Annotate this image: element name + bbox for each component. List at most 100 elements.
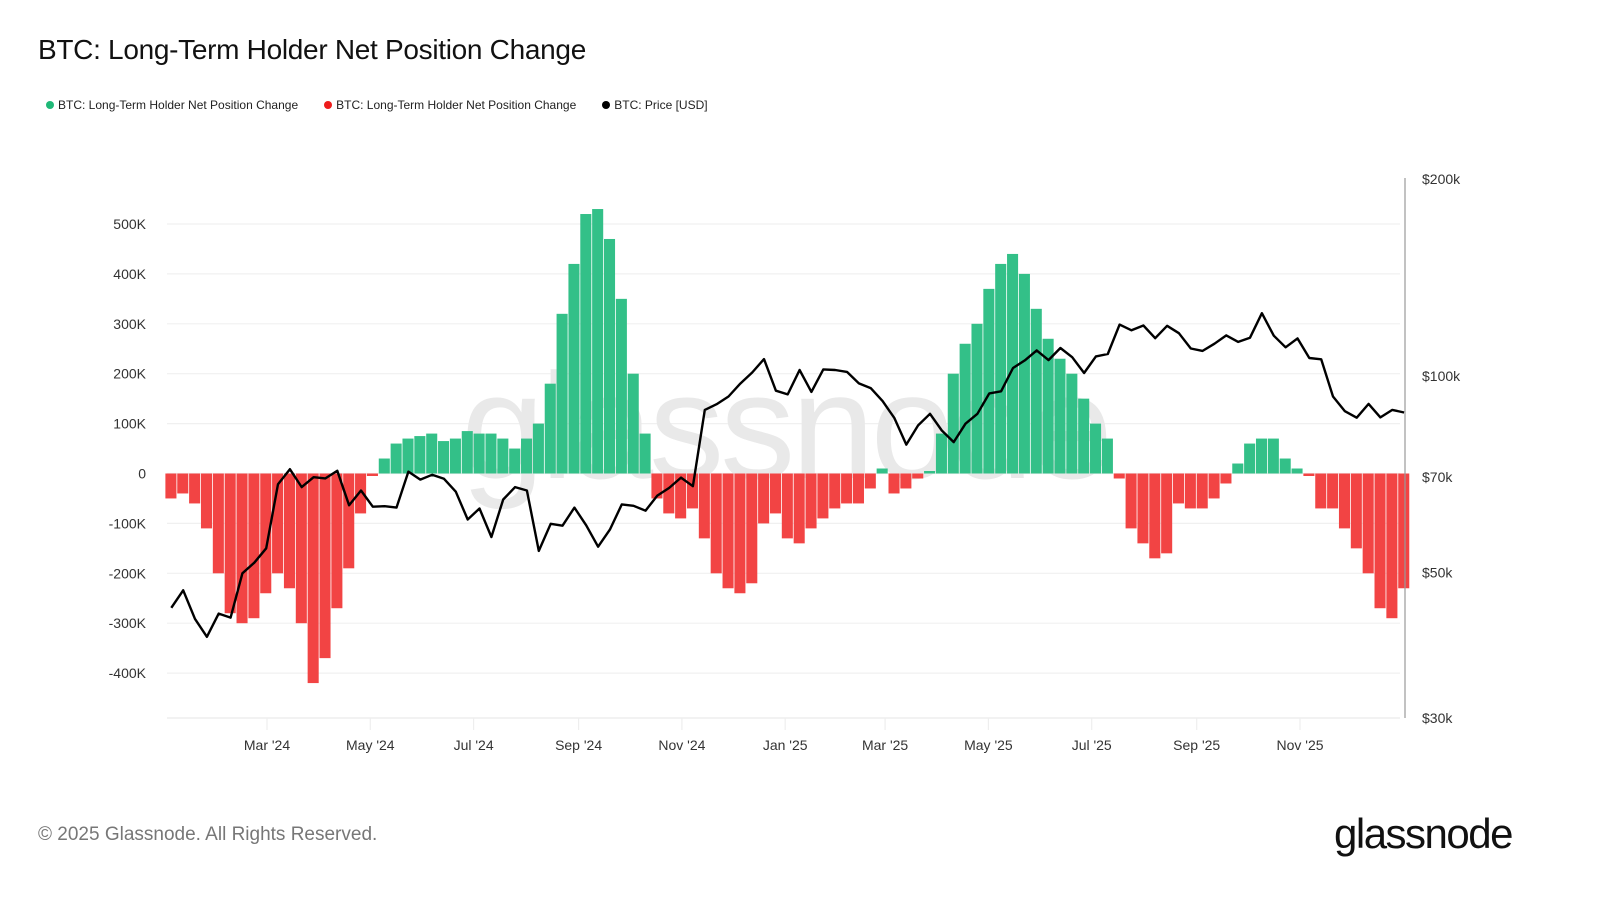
bar-positive — [485, 433, 497, 474]
y-left-tick-label: 400K — [113, 266, 146, 282]
x-tick-label: Nov '24 — [658, 737, 705, 753]
bar-negative — [1172, 473, 1185, 504]
bar-negative — [769, 473, 782, 514]
x-tick-label: May '24 — [346, 737, 395, 753]
y-left-tick-label: -100K — [109, 515, 147, 531]
bar-positive — [615, 298, 627, 474]
chart-title: BTC: Long-Term Holder Net Position Chang… — [38, 34, 586, 65]
bar-negative — [722, 473, 734, 589]
bar-negative — [1149, 473, 1161, 559]
x-tick-label: Jan '25 — [763, 737, 808, 753]
bar-positive — [1078, 398, 1090, 474]
bar-negative — [793, 473, 805, 544]
bar-negative — [805, 473, 817, 529]
bar-positive — [639, 433, 651, 474]
bar-negative — [900, 473, 912, 489]
bar-negative — [1327, 473, 1339, 509]
bar-positive — [1066, 373, 1078, 474]
bar-negative — [1184, 473, 1196, 509]
x-tick-label: Sep '25 — [1173, 737, 1220, 753]
y-right-tick-label: $100k — [1422, 368, 1461, 384]
bar-negative — [710, 473, 722, 574]
legend-item-price[interactable]: BTC: Price [USD] — [602, 98, 708, 112]
y-left-tick-label: 300K — [113, 316, 146, 332]
bar-negative — [1398, 473, 1410, 589]
bar-negative — [212, 473, 224, 574]
bar-positive — [449, 438, 461, 474]
bar-positive — [568, 263, 580, 474]
bar-positive — [521, 438, 533, 474]
bar-negative — [817, 473, 829, 519]
bar-negative — [248, 473, 260, 619]
legend-dot-black — [602, 101, 611, 109]
bar-negative — [283, 473, 295, 589]
bar-negative — [260, 473, 272, 594]
bar-positive — [1007, 253, 1019, 474]
bar-negative — [734, 473, 746, 594]
bar-negative — [1338, 473, 1351, 529]
bar-negative — [236, 473, 248, 624]
bar-positive — [876, 468, 888, 474]
bar-negative — [343, 473, 355, 569]
bar-negative — [200, 473, 213, 529]
bar-negative — [1220, 473, 1232, 484]
bar-positive — [1090, 423, 1102, 474]
legend-label: BTC: Long-Term Holder Net Position Chang… — [336, 98, 577, 112]
price-line — [170, 312, 1405, 638]
bar-negative — [177, 473, 189, 494]
bar-positive — [1018, 273, 1030, 474]
bar-positive — [556, 313, 568, 474]
bar-negative — [651, 473, 663, 499]
x-tick-label: Mar '25 — [862, 737, 908, 753]
bar-positive — [1255, 438, 1268, 474]
x-axis-labels: Mar '24 May '24 Jul '24 Sep '24 Nov '24 Jan '… — [244, 718, 1324, 753]
bar-negative — [1113, 473, 1125, 479]
bar-positive — [580, 214, 592, 474]
bar-positive — [627, 373, 639, 474]
x-tick-label: Sep '24 — [555, 737, 602, 753]
bar-positive — [1244, 443, 1256, 474]
bar-negative — [758, 473, 770, 524]
y-right-tick-label: $30k — [1422, 710, 1453, 726]
bar-positive — [1291, 468, 1303, 474]
legend-item-lth-negative[interactable]: BTC: Long-Term Holder Net Position Chang… — [324, 98, 576, 112]
bar-negative — [366, 473, 378, 476]
bar-negative — [295, 473, 307, 624]
y-left-tick-label: 0 — [138, 466, 146, 482]
bar-positive — [1279, 458, 1291, 474]
glassnode-logo: glassnode — [1334, 810, 1513, 857]
y-left-tick-label: -200K — [109, 565, 147, 581]
bar-positive — [497, 438, 509, 474]
bar-negative — [864, 473, 876, 489]
bar-positive — [390, 443, 402, 474]
bar-positive — [1267, 438, 1279, 474]
legend-item-lth-positive[interactable]: BTC: Long-Term Holder Net Position Chang… — [46, 98, 298, 112]
bar-positive — [532, 423, 544, 474]
x-tick-label: Mar '24 — [244, 737, 290, 753]
legend-label: BTC: Long-Term Holder Net Position Chang… — [58, 98, 299, 112]
bar-negative — [829, 473, 841, 509]
bar-negative — [224, 473, 236, 614]
bar-negative — [675, 473, 687, 519]
bar-positive — [959, 343, 971, 474]
bar-negative — [1161, 473, 1173, 554]
bar-negative — [663, 473, 675, 514]
bar-negative — [1315, 473, 1327, 509]
bar-negative — [1125, 473, 1137, 529]
bar-negative — [331, 473, 343, 609]
bar-positive — [1232, 463, 1244, 474]
bar-negative — [1196, 473, 1208, 509]
bar-negative — [355, 473, 367, 514]
bar-positive — [947, 373, 959, 474]
bar-negative — [1137, 473, 1149, 544]
x-tick-label: Jul '25 — [1072, 737, 1112, 753]
x-tick-label: May '25 — [964, 737, 1013, 753]
copyright-footer: © 2025 Glassnode. All Rights Reserved. — [38, 824, 378, 845]
bar-negative — [189, 473, 201, 504]
bar-negative — [1208, 473, 1220, 499]
gridlines — [167, 223, 1400, 674]
bar-positive — [603, 238, 616, 474]
bar-positive — [544, 383, 556, 474]
bar-positive — [971, 323, 983, 474]
